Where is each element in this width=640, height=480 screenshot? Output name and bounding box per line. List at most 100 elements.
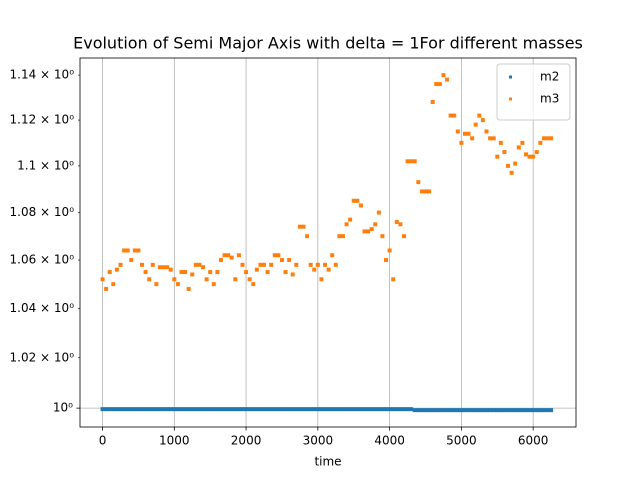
data-point bbox=[445, 77, 450, 82]
data-point bbox=[391, 407, 396, 412]
data-point bbox=[437, 408, 442, 413]
data-point bbox=[150, 262, 155, 267]
data-point bbox=[470, 136, 475, 141]
data-point bbox=[369, 227, 374, 232]
data-point bbox=[272, 407, 277, 412]
data-point bbox=[387, 407, 392, 412]
data-point bbox=[434, 82, 439, 87]
data-point bbox=[301, 224, 306, 229]
data-point bbox=[344, 407, 349, 412]
data-point bbox=[398, 222, 403, 227]
data-point bbox=[448, 113, 453, 118]
data-point bbox=[183, 407, 188, 412]
data-point bbox=[441, 73, 446, 78]
data-point bbox=[168, 407, 173, 412]
x-tick-label: 4000 bbox=[374, 434, 405, 448]
data-point bbox=[416, 180, 421, 185]
data-point bbox=[541, 408, 546, 413]
data-point bbox=[466, 408, 471, 413]
data-point bbox=[100, 277, 105, 282]
data-point bbox=[380, 407, 385, 412]
data-point bbox=[283, 407, 288, 412]
data-point bbox=[488, 408, 493, 413]
data-point bbox=[114, 267, 119, 272]
data-point bbox=[312, 267, 317, 272]
data-point bbox=[366, 407, 371, 412]
data-point bbox=[297, 407, 302, 412]
data-point bbox=[391, 277, 396, 282]
data-point bbox=[226, 253, 231, 258]
data-point bbox=[269, 407, 274, 412]
data-point bbox=[506, 408, 511, 413]
data-point bbox=[208, 407, 213, 412]
data-point bbox=[244, 407, 249, 412]
data-point bbox=[211, 407, 216, 412]
data-point bbox=[147, 407, 152, 412]
data-point bbox=[218, 407, 223, 412]
data-point bbox=[272, 253, 277, 258]
data-point bbox=[358, 203, 363, 208]
data-point bbox=[527, 408, 532, 413]
data-point bbox=[276, 253, 281, 258]
data-point bbox=[340, 234, 345, 239]
data-point bbox=[294, 262, 299, 267]
data-point bbox=[190, 407, 195, 412]
data-point bbox=[384, 407, 389, 412]
data-point bbox=[175, 407, 180, 412]
data-point bbox=[516, 145, 521, 150]
data-point bbox=[452, 408, 457, 413]
data-point bbox=[165, 407, 170, 412]
data-point bbox=[186, 286, 191, 291]
data-point bbox=[193, 407, 198, 412]
data-point bbox=[462, 408, 467, 413]
y-tick-label: 1.02 × 10⁰ bbox=[10, 350, 75, 364]
data-point bbox=[290, 407, 295, 412]
data-point bbox=[498, 140, 503, 145]
data-point bbox=[104, 407, 109, 412]
y-tick-label: 1.08 × 10⁰ bbox=[10, 205, 75, 219]
data-point bbox=[491, 136, 496, 141]
data-point bbox=[233, 407, 238, 412]
data-point bbox=[265, 270, 270, 275]
y-tick-label: 1.12 × 10⁰ bbox=[10, 113, 75, 127]
data-point bbox=[498, 408, 503, 413]
data-point bbox=[405, 159, 410, 164]
data-point bbox=[236, 407, 241, 412]
data-point bbox=[473, 122, 478, 127]
plot-frame bbox=[79, 57, 577, 428]
data-point bbox=[488, 136, 493, 141]
data-point bbox=[297, 224, 302, 229]
data-point bbox=[204, 277, 209, 282]
data-point bbox=[111, 407, 116, 412]
data-point bbox=[172, 277, 177, 282]
data-point bbox=[315, 262, 320, 267]
data-point bbox=[549, 408, 554, 413]
data-point bbox=[143, 407, 148, 412]
data-point bbox=[269, 262, 274, 267]
data-point bbox=[240, 262, 245, 267]
data-point bbox=[197, 262, 202, 267]
data-point bbox=[258, 262, 263, 267]
data-point bbox=[549, 136, 554, 141]
data-point bbox=[218, 258, 223, 263]
data-point bbox=[412, 408, 417, 413]
data-point bbox=[147, 277, 152, 282]
data-point bbox=[140, 407, 145, 412]
data-point bbox=[254, 267, 259, 272]
data-point bbox=[265, 407, 270, 412]
data-point bbox=[398, 407, 403, 412]
data-point bbox=[312, 407, 317, 412]
data-point bbox=[308, 407, 313, 412]
data-point bbox=[229, 407, 234, 412]
data-point bbox=[534, 150, 539, 155]
data-point bbox=[215, 270, 220, 275]
data-point bbox=[480, 408, 485, 413]
data-point bbox=[258, 407, 263, 412]
data-point bbox=[376, 210, 381, 215]
data-point bbox=[416, 408, 421, 413]
data-point bbox=[477, 113, 482, 118]
legend-label: m3 bbox=[540, 92, 559, 106]
data-point bbox=[534, 408, 539, 413]
legend-label: m2 bbox=[540, 70, 559, 84]
data-point bbox=[201, 265, 206, 270]
